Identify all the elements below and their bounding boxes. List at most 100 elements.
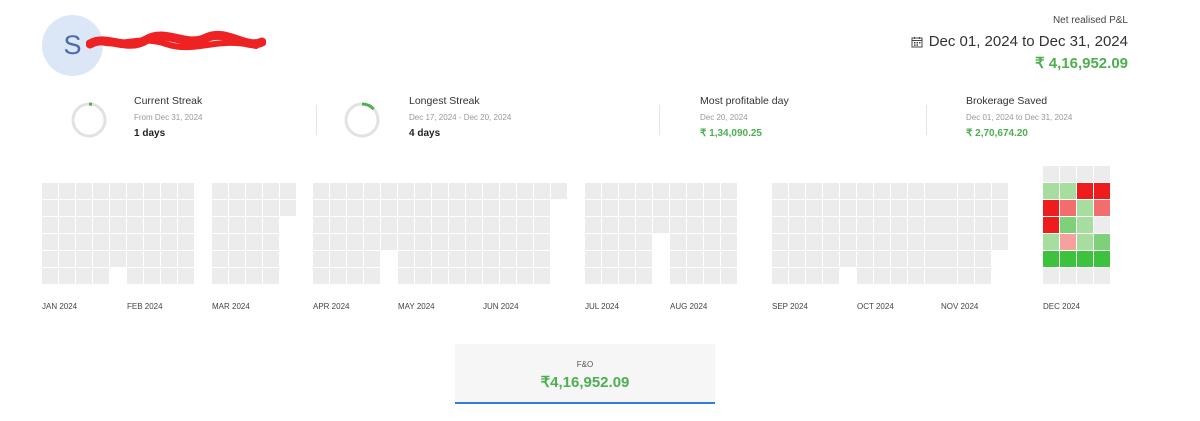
heatmap-cell[interactable] [432, 234, 448, 250]
heatmap-cell[interactable] [127, 234, 143, 250]
heatmap-cell[interactable] [229, 183, 245, 199]
heatmap-cell[interactable] [432, 200, 448, 216]
heatmap-cell[interactable] [534, 200, 550, 216]
heatmap-cell[interactable] [500, 268, 516, 284]
heatmap-cell[interactable] [517, 268, 533, 284]
heatmap-cell[interactable] [602, 217, 618, 233]
heatmap-cell[interactable] [432, 183, 448, 199]
heatmap-cell[interactable] [161, 268, 177, 284]
heatmap-cell[interactable] [958, 183, 974, 199]
heatmap-cell[interactable] [161, 251, 177, 267]
heatmap-cell[interactable] [636, 183, 652, 199]
heatmap-cell[interactable] [1077, 268, 1093, 284]
heatmap-cell[interactable] [534, 268, 550, 284]
heatmap-cell[interactable] [840, 251, 856, 267]
heatmap-cell[interactable] [874, 183, 890, 199]
heatmap-cell[interactable] [619, 200, 635, 216]
heatmap-cell[interactable] [1094, 268, 1110, 284]
heatmap-cell[interactable] [500, 234, 516, 250]
heatmap-cell[interactable] [687, 268, 703, 284]
heatmap-cell[interactable] [789, 200, 805, 216]
heatmap-cell[interactable] [161, 200, 177, 216]
heatmap-cell[interactable] [772, 200, 788, 216]
heatmap-cell[interactable] [670, 268, 686, 284]
heatmap-cell[interactable] [1043, 268, 1059, 284]
heatmap-cell[interactable] [857, 183, 873, 199]
heatmap-cell[interactable] [789, 217, 805, 233]
heatmap-cell[interactable] [280, 183, 296, 199]
heatmap-cell[interactable] [178, 234, 194, 250]
heatmap-cell[interactable] [975, 183, 991, 199]
heatmap-cell[interactable] [840, 217, 856, 233]
heatmap-cell[interactable] [585, 251, 601, 267]
heatmap-cell[interactable] [415, 217, 431, 233]
heatmap-cell[interactable] [1060, 183, 1076, 199]
heatmap-cell[interactable] [110, 251, 126, 267]
heatmap-cell[interactable] [992, 234, 1008, 250]
heatmap-cell[interactable] [1094, 217, 1110, 233]
heatmap-cell[interactable] [551, 183, 567, 199]
heatmap-cell[interactable] [449, 251, 465, 267]
heatmap-cell[interactable] [144, 200, 160, 216]
heatmap-cell[interactable] [212, 217, 228, 233]
heatmap-cell[interactable] [636, 251, 652, 267]
heatmap-cell[interactable] [415, 200, 431, 216]
heatmap-cell[interactable] [93, 200, 109, 216]
heatmap-cell[interactable] [1060, 200, 1076, 216]
heatmap-cell[interactable] [975, 234, 991, 250]
heatmap-cell[interactable] [381, 234, 397, 250]
heatmap-cell[interactable] [212, 268, 228, 284]
heatmap-cell[interactable] [925, 200, 941, 216]
heatmap-cell[interactable] [1060, 268, 1076, 284]
heatmap-cell[interactable] [212, 200, 228, 216]
heatmap-cell[interactable] [127, 183, 143, 199]
heatmap-cell[interactable] [127, 217, 143, 233]
heatmap-cell[interactable] [619, 268, 635, 284]
heatmap-cell[interactable] [263, 183, 279, 199]
heatmap-cell[interactable] [1043, 183, 1059, 199]
heatmap-cell[interactable] [500, 183, 516, 199]
heatmap-cell[interactable] [263, 234, 279, 250]
heatmap-cell[interactable] [364, 251, 380, 267]
heatmap-cell[interactable] [636, 268, 652, 284]
heatmap-cell[interactable] [908, 234, 924, 250]
heatmap-cell[interactable] [941, 251, 957, 267]
heatmap-cell[interactable] [110, 234, 126, 250]
heatmap-cell[interactable] [908, 183, 924, 199]
heatmap-cell[interactable] [263, 217, 279, 233]
heatmap-cell[interactable] [432, 251, 448, 267]
heatmap-cell[interactable] [636, 234, 652, 250]
heatmap-cell[interactable] [823, 234, 839, 250]
heatmap-cell[interactable] [772, 183, 788, 199]
heatmap-cell[interactable] [229, 251, 245, 267]
heatmap-cell[interactable] [76, 200, 92, 216]
heatmap-cell[interactable] [772, 251, 788, 267]
heatmap-cell[interactable] [76, 251, 92, 267]
heatmap-cell[interactable] [313, 183, 329, 199]
heatmap-cell[interactable] [500, 200, 516, 216]
heatmap-cell[interactable] [263, 251, 279, 267]
heatmap-cell[interactable] [330, 234, 346, 250]
heatmap-cell[interactable] [110, 217, 126, 233]
heatmap-cell[interactable] [670, 200, 686, 216]
heatmap-cell[interactable] [1094, 200, 1110, 216]
heatmap-cell[interactable] [212, 234, 228, 250]
heatmap-cell[interactable] [941, 183, 957, 199]
heatmap-cell[interactable] [992, 200, 1008, 216]
heatmap-cell[interactable] [144, 217, 160, 233]
heatmap-cell[interactable] [908, 217, 924, 233]
heatmap-cell[interactable] [398, 268, 414, 284]
heatmap-cell[interactable] [449, 268, 465, 284]
heatmap-cell[interactable] [534, 217, 550, 233]
heatmap-cell[interactable] [585, 234, 601, 250]
heatmap-cell[interactable] [857, 268, 873, 284]
heatmap-cell[interactable] [229, 200, 245, 216]
heatmap-cell[interactable] [975, 268, 991, 284]
heatmap-cell[interactable] [1077, 183, 1093, 199]
heatmap-cell[interactable] [857, 200, 873, 216]
heatmap-cell[interactable] [602, 200, 618, 216]
heatmap-cell[interactable] [874, 251, 890, 267]
heatmap-cell[interactable] [585, 268, 601, 284]
heatmap-cell[interactable] [93, 183, 109, 199]
heatmap-cell[interactable] [347, 268, 363, 284]
